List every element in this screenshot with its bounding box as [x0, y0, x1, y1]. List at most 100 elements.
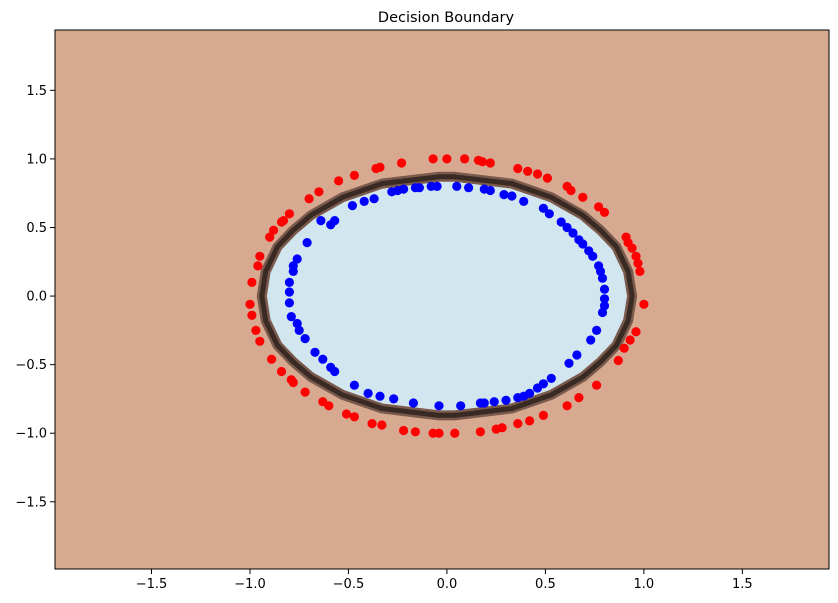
inner-class-point: [592, 325, 602, 335]
axes-frame: [54, 29, 830, 570]
outer-class-point: [562, 401, 572, 411]
inner-class-point: [564, 358, 574, 368]
inner-class-point: [599, 284, 610, 294]
outer-class-point: [599, 207, 610, 217]
outer-class-point: [477, 157, 487, 167]
outer-class-point: [574, 393, 584, 403]
outer-class-point: [247, 310, 257, 320]
inner-class-point: [349, 380, 359, 390]
outer-class-point: [428, 154, 438, 164]
inner-class-point: [568, 228, 578, 238]
y-tick-label: −0.5: [15, 358, 47, 373]
outer-class-point: [491, 424, 501, 434]
outer-class-point: [397, 158, 407, 168]
y-tick-label: 1.0: [26, 152, 47, 167]
outer-class-point: [251, 325, 261, 335]
plot-area: −1.5 −1.0 −0.5 0.0 0.5 1.0 1.5 −1.5 −1.0 −0.5 0.0 0…: [15, 29, 830, 592]
y-tick-label: 1.5: [26, 84, 47, 99]
outer-class-point: [631, 327, 641, 337]
inner-class-point: [489, 397, 499, 407]
outer-class-point: [578, 192, 588, 202]
inner-class-point: [434, 401, 444, 411]
y-tick-label: 0.0: [26, 290, 47, 305]
inner-class-point: [546, 373, 556, 383]
outer-class-point: [284, 209, 294, 219]
inner-class-point: [284, 277, 294, 287]
inner-class-point: [318, 354, 328, 364]
outer-class-point: [269, 225, 279, 235]
y-tick-label: −1.0: [15, 427, 47, 442]
inner-class-point: [599, 294, 610, 304]
inner-class-point: [572, 350, 582, 360]
outer-class-point: [300, 387, 310, 397]
outer-class-point: [625, 335, 635, 345]
outer-class-point: [314, 187, 324, 197]
outer-class-point: [513, 419, 523, 429]
inner-class-point: [375, 391, 385, 401]
inner-class-point: [464, 183, 474, 193]
outer-class-point: [627, 243, 637, 253]
inner-class-point: [292, 254, 302, 264]
inner-class-point: [597, 307, 608, 318]
inner-class-point: [359, 196, 369, 206]
outer-class-point: [631, 251, 641, 261]
outer-class-point: [475, 427, 485, 437]
inner-class-point: [556, 217, 566, 227]
outer-class-point: [635, 266, 645, 276]
inner-class-point: [284, 298, 294, 308]
y-tick-label: 0.5: [26, 221, 47, 236]
inner-class-point: [452, 181, 462, 191]
outer-class-point: [592, 380, 602, 390]
outer-class-point: [278, 216, 289, 226]
outer-class-point: [367, 419, 377, 429]
outer-class-point: [485, 158, 495, 168]
outer-class-point: [245, 299, 255, 309]
inner-class-point: [410, 183, 420, 193]
inner-class-point: [597, 273, 608, 283]
inner-class-point: [499, 190, 509, 200]
outer-class-point: [267, 354, 277, 364]
inner-class-point: [326, 220, 336, 230]
outer-class-point: [450, 428, 460, 438]
inner-class-point: [532, 383, 543, 393]
inner-class-point: [507, 191, 517, 201]
outer-class-point: [542, 173, 553, 183]
outer-class-point: [633, 258, 643, 268]
inner-class-point: [475, 398, 485, 408]
x-tick-label: 1.0: [634, 577, 655, 592]
inner-class-point: [286, 312, 296, 322]
inner-class-point: [300, 334, 310, 344]
x-tick-label: 0.0: [437, 577, 458, 592]
inner-class-point: [399, 184, 409, 194]
inner-class-point: [363, 388, 373, 398]
x-tick-label: −1.5: [136, 577, 168, 592]
outer-class-point: [619, 343, 629, 353]
inner-class-point: [302, 238, 312, 248]
inner-class-point: [288, 261, 298, 271]
outer-class-point: [594, 202, 604, 212]
outer-class-point: [377, 420, 387, 430]
inner-class-point: [544, 209, 554, 219]
y-tick-label: −1.5: [15, 495, 47, 510]
inner-class-point: [432, 181, 442, 191]
outer-class-point: [276, 366, 287, 377]
inner-class-point: [316, 216, 326, 226]
inner-class-point: [294, 325, 304, 335]
inner-class-point: [456, 401, 466, 411]
outer-class-point: [255, 251, 265, 261]
outer-class-point: [613, 355, 623, 366]
outer-class-point: [428, 428, 438, 438]
inner-class-point: [586, 335, 596, 345]
outer-class-point: [318, 397, 328, 407]
inner-class-point: [538, 203, 549, 213]
inner-class-point: [284, 287, 294, 297]
outer-class-point: [639, 299, 649, 309]
inner-class-point: [347, 201, 357, 211]
outer-class-point: [334, 176, 344, 186]
inner-class-point: [292, 318, 302, 329]
outer-class-point: [538, 410, 549, 420]
outer-class-point: [513, 163, 523, 174]
outer-class-point: [304, 194, 314, 204]
outer-class-point: [255, 336, 265, 346]
